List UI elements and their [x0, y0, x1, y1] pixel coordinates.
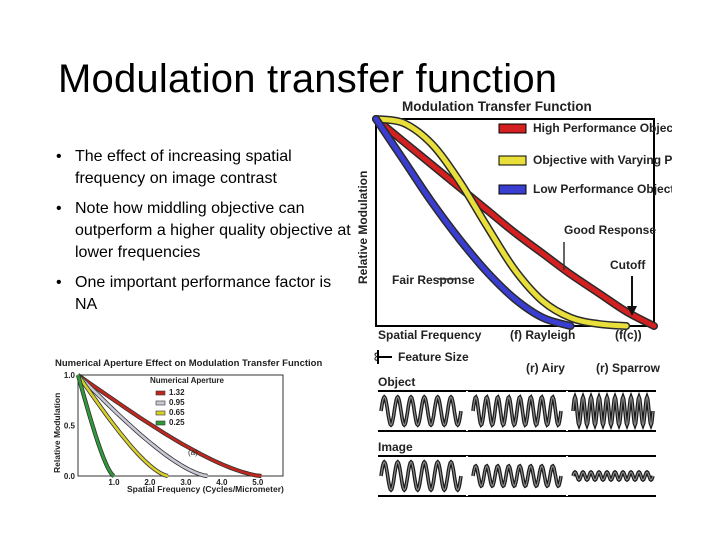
- legend-label-varying: Objective with Varying Performance: [533, 153, 672, 167]
- na-series-line-2: [76, 374, 169, 478]
- mtf-main-series-group: [372, 115, 658, 330]
- na-ytick-label: 1.0: [64, 371, 76, 380]
- na-title: Numerical Aperture Effect on Modulation …: [55, 358, 322, 369]
- bullet-glyph: •: [56, 274, 62, 291]
- wave-panels: [378, 390, 656, 497]
- mtf-series-line-1: [373, 116, 629, 329]
- x-marker-rayleigh: (f) Rayleigh: [510, 328, 575, 342]
- bullet-item: • Note how middling objective can outperf…: [56, 198, 356, 264]
- na-legend-swatch: [155, 390, 166, 396]
- feature-size-label: Feature Size: [398, 350, 469, 364]
- bullet-item: • The effect of increasing spatial freque…: [56, 146, 356, 190]
- sub-marker-sparrow: (r) Sparrow: [596, 361, 661, 375]
- mtf-main-xlabel: Spatial Frequency: [378, 328, 482, 342]
- na-legend-title: Numerical Aperture: [150, 376, 225, 385]
- legend-label-high: High Performance Objective: [533, 121, 672, 135]
- image-wave-highlight-0: [380, 461, 462, 491]
- na-series-line-0: [77, 373, 262, 478]
- legend-swatch-high: [498, 123, 527, 134]
- bullet-text: Note how middling objective can outperfo…: [75, 200, 351, 261]
- na-series-line-3: [76, 374, 115, 478]
- object-label: Object: [378, 375, 415, 389]
- na-series-line-1: [77, 374, 208, 478]
- na-series-group: [75, 373, 262, 479]
- na-ylabel: Relative Modulation: [52, 393, 62, 473]
- na-panel-label: (a): [188, 448, 198, 457]
- na-xtick-label: 3.0: [180, 478, 192, 487]
- object-wave-highlight-0: [380, 396, 462, 426]
- x-marker-cutoff: (f(c)): [615, 328, 642, 342]
- na-ticks-group: 1.0 0.5 0.0 1.0 2.0 3.0 4.0 5.0: [64, 371, 264, 487]
- image-wave-highlight-1: [472, 465, 562, 487]
- na-figure: Numerical Aperture Effect on Modulation …: [52, 358, 322, 494]
- bullet-glyph: •: [56, 200, 62, 217]
- na-legend-swatch: [155, 410, 166, 416]
- na-ytick-label: 0.0: [64, 472, 76, 481]
- na-xtick-label: 4.0: [216, 478, 228, 487]
- na-legend-label: 0.65: [169, 408, 185, 417]
- na-legend-label: 1.32: [169, 388, 185, 397]
- mtf-main-plot-area: [372, 115, 658, 330]
- mtf-main-legend: High Performance Objective Objective wit…: [498, 121, 672, 196]
- bullet-list: • The effect of increasing spatial freque…: [56, 146, 356, 324]
- na-legend-swatch: [155, 400, 166, 406]
- na-xtick-label: 1.0: [108, 478, 120, 487]
- image-wave-highlight-2: [572, 471, 654, 481]
- legend-swatch-varying: [498, 155, 527, 166]
- sub-marker-airy: (r) Airy: [526, 361, 565, 375]
- na-legend-label: 0.95: [169, 398, 185, 407]
- annotation-fair-response: Fair Response: [392, 273, 475, 287]
- object-wave-highlight-2: [572, 395, 654, 427]
- mtf-main-figure: Modulation Transfer Function Relative Mo…: [356, 99, 672, 497]
- na-legend-label: 0.25: [169, 418, 185, 427]
- na-xtick-label: 2.0: [144, 478, 156, 487]
- annotation-cutoff-arrowhead: [627, 306, 637, 316]
- mtf-series-line-0: [373, 116, 657, 329]
- annotation-good-response: Good Response: [564, 223, 656, 237]
- bullet-text: The effect of increasing spatial frequen…: [75, 148, 292, 187]
- bullet-glyph: •: [56, 148, 62, 165]
- annotation-cutoff: Cutoff: [610, 258, 646, 272]
- na-ytick-label: 0.5: [64, 422, 76, 431]
- mtf-series-line-2: [373, 116, 574, 329]
- image-label: Image: [378, 440, 413, 454]
- mtf-main-title: Modulation Transfer Function: [402, 99, 592, 114]
- slide-title: Modulation transfer function: [58, 56, 558, 101]
- object-wave-highlight-1: [472, 396, 562, 426]
- na-xlabel: Spatial Frequency (Cycles/Micrometer): [127, 484, 284, 494]
- legend-swatch-low: [498, 184, 527, 195]
- mtf-main-ylabel: Relative Modulation: [356, 171, 370, 284]
- legend-label-low: Low Performance Objective: [533, 182, 672, 196]
- na-legend: 1.320.950.650.25: [155, 388, 185, 427]
- bullet-text: One important performance factor is NA: [75, 274, 332, 313]
- na-xtick-label: 5.0: [252, 478, 264, 487]
- na-legend-swatch: [155, 420, 166, 426]
- bullet-item: • One important performance factor is NA: [56, 272, 356, 316]
